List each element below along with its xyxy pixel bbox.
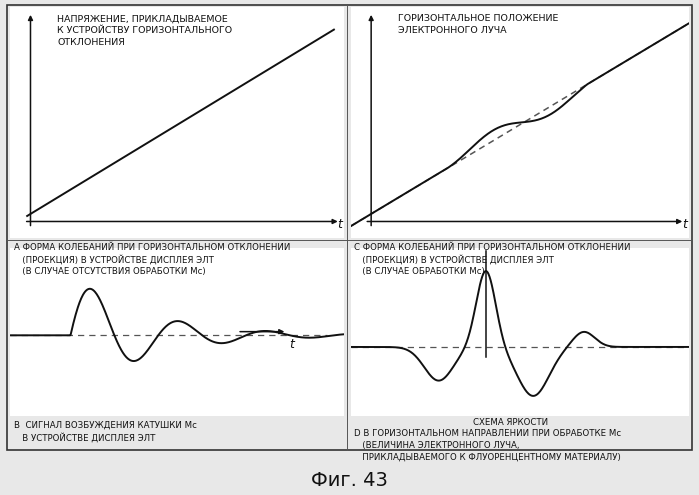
Text: t: t: [338, 218, 343, 231]
Text: B  СИГНАЛ ВОЗБУЖДЕНИЯ КАТУШКИ Mc
   В УСТРОЙСТВЕ ДИСПЛЕЯ ЭЛТ: B СИГНАЛ ВОЗБУЖДЕНИЯ КАТУШКИ Mc В УСТРОЙ…: [14, 421, 197, 443]
Text: D В ГОРИЗОНТАЛЬНОМ НАПРАВЛЕНИИ ПРИ ОБРАБОТКЕ Mc
   (ВЕЛИЧИНА ЭЛЕКТРОННОГО ЛУЧА,
: D В ГОРИЗОНТАЛЬНОМ НАПРАВЛЕНИИ ПРИ ОБРАБ…: [354, 429, 621, 462]
Text: C ФОРМА КОЛЕБАНИЙ ПРИ ГОРИЗОНТАЛЬНОМ ОТКЛОНЕНИИ
   (ПРОЕКЦИЯ) В УСТРОЙСТВЕ ДИСПЛ: C ФОРМА КОЛЕБАНИЙ ПРИ ГОРИЗОНТАЛЬНОМ ОТК…: [354, 243, 631, 276]
Text: СХЕМА ЯРКОСТИ: СХЕМА ЯРКОСТИ: [473, 418, 548, 427]
Text: ГОРИЗОНТАЛЬНОЕ ПОЛОЖЕНИЕ
ЭЛЕКТРОННОГО ЛУЧА: ГОРИЗОНТАЛЬНОЕ ПОЛОЖЕНИЕ ЭЛЕКТРОННОГО ЛУ…: [398, 14, 559, 35]
Text: t: t: [289, 339, 294, 351]
Text: t: t: [682, 218, 687, 231]
Text: A ФОРМА КОЛЕБАНИЙ ПРИ ГОРИЗОНТАЛЬНОМ ОТКЛОНЕНИИ
   (ПРОЕКЦИЯ) В УСТРОЙСТВЕ ДИСПЛ: A ФОРМА КОЛЕБАНИЙ ПРИ ГОРИЗОНТАЛЬНОМ ОТК…: [14, 243, 290, 276]
Text: Фиг. 43: Фиг. 43: [311, 471, 388, 490]
Text: НАПРЯЖЕНИЕ, ПРИКЛАДЫВАЕМОЕ
К УСТРОЙСТВУ ГОРИЗОНТАЛЬНОГО
ОТКЛОНЕНИЯ: НАПРЯЖЕНИЕ, ПРИКЛАДЫВАЕМОЕ К УСТРОЙСТВУ …: [57, 14, 232, 47]
